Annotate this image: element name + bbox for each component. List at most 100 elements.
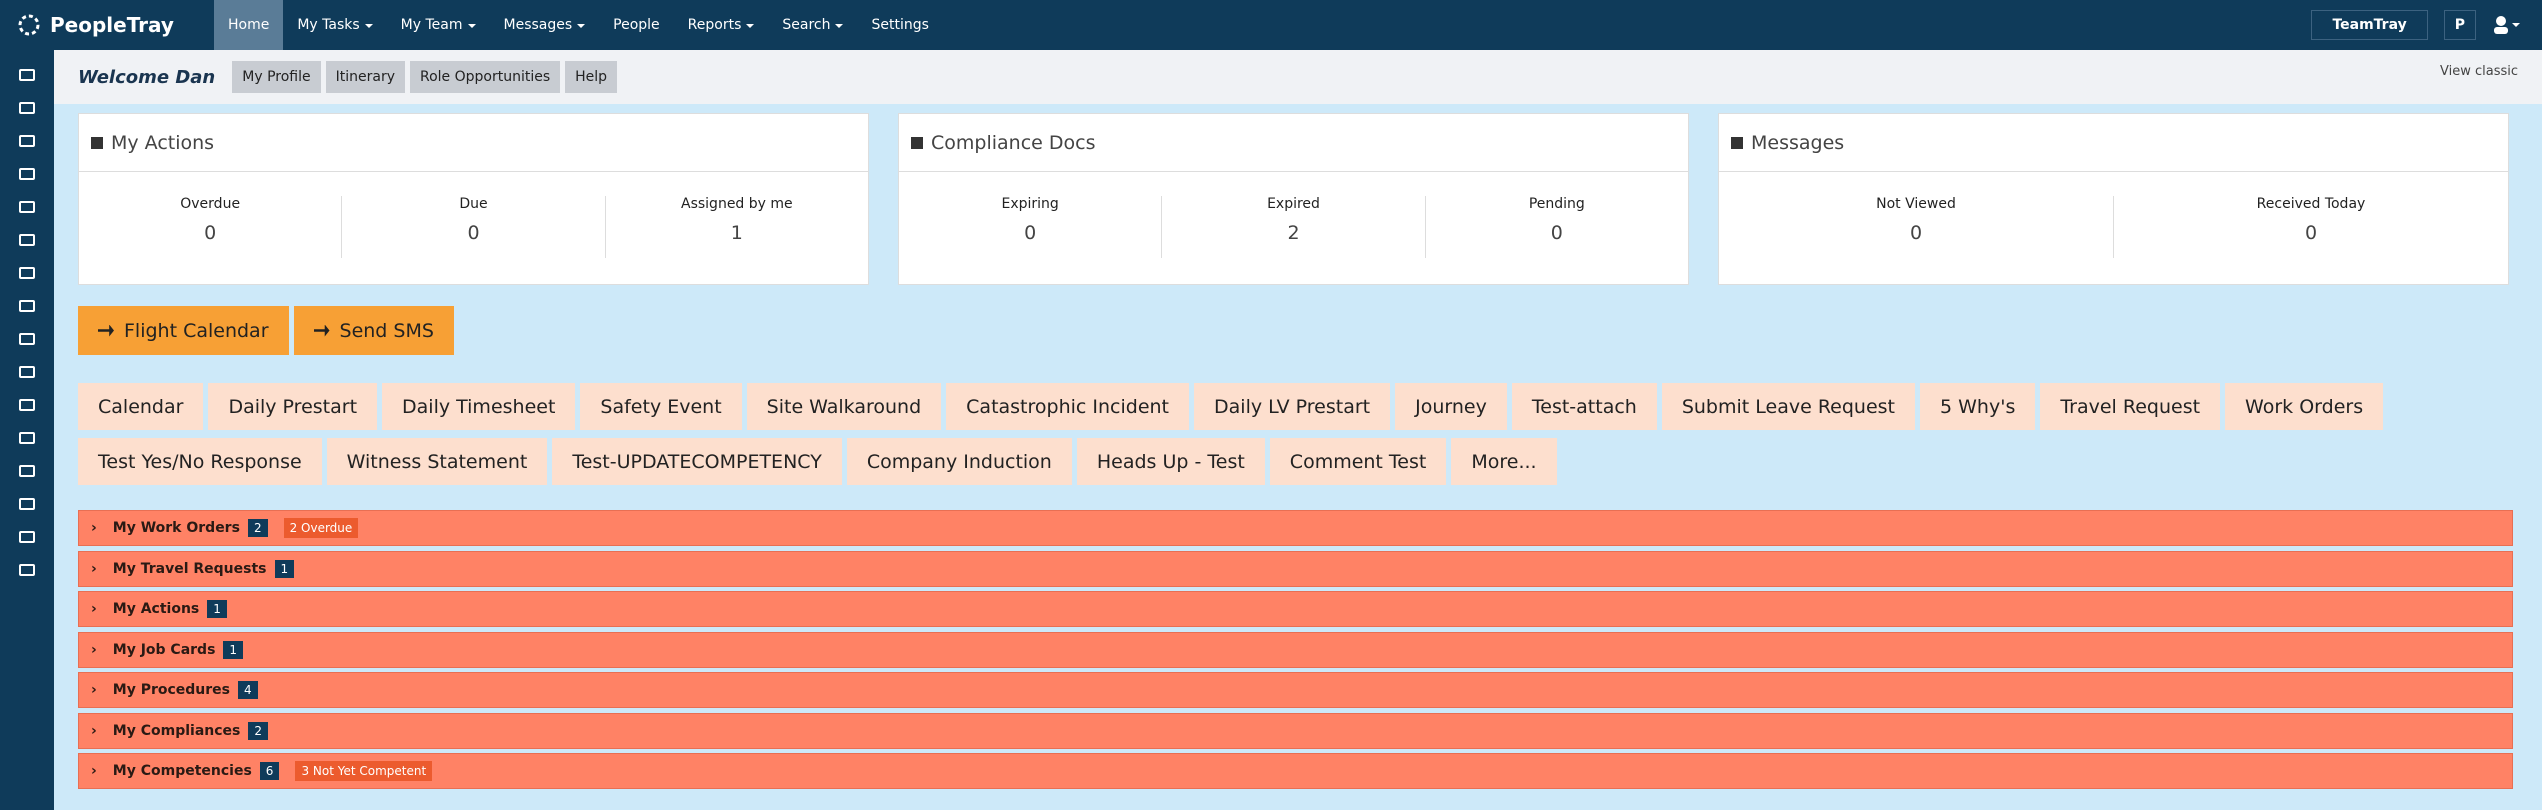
quick-link[interactable]: Catastrophic Incident (946, 383, 1190, 430)
sidebar-icon[interactable] (19, 531, 35, 543)
quick-link[interactable]: 5 Why's (1920, 383, 2036, 430)
stat[interactable]: Assigned by me 1 (604, 196, 868, 258)
profile-button[interactable]: My Profile (232, 61, 321, 93)
quick-link[interactable]: Comment Test (1269, 438, 1447, 485)
sidebar-icon[interactable] (19, 135, 35, 147)
nav-item[interactable]: Reports (674, 0, 769, 50)
section-title: My Competencies (112, 763, 252, 779)
stat-label: Pending (1528, 196, 1585, 212)
section-row[interactable]: My Actions 1 (78, 591, 2513, 627)
sections: My Work Orders 2 2 Overdue My Travel Reques… (78, 510, 2513, 789)
section-row[interactable]: My Procedures 4 (78, 672, 2513, 708)
team-button[interactable]: TeamTray (2311, 10, 2428, 40)
section-badge: 2 Overdue (283, 518, 359, 538)
sidebar-icon[interactable] (19, 366, 35, 378)
sidebar-icon[interactable] (19, 168, 35, 180)
quick-link[interactable]: Work Orders (2225, 383, 2384, 430)
sidebar-icon[interactable] (19, 267, 35, 279)
stat[interactable]: Expiring 0 (899, 196, 1161, 258)
stat-value: 2 (1287, 222, 1300, 244)
sidebar-icon[interactable] (19, 201, 35, 213)
stat[interactable]: Overdue 0 (79, 196, 341, 258)
stat[interactable]: Due 0 (341, 196, 604, 258)
panel-stats: Overdue 0 Due 0 Assigned by me 1 (79, 172, 868, 258)
user-initial[interactable]: P (2443, 10, 2476, 40)
sidebar-icon[interactable] (19, 234, 35, 246)
sidebar-icon[interactable] (19, 465, 35, 477)
stat[interactable]: Expired 2 (1161, 196, 1424, 258)
sidebar-icon[interactable] (19, 102, 35, 114)
action-button[interactable]: Flight Calendar (78, 306, 289, 355)
quick-link[interactable]: Witness Statement (326, 438, 548, 485)
stat-value: 0 (1024, 222, 1037, 244)
nav-item[interactable]: Search (768, 0, 857, 50)
quick-link[interactable]: More... (1451, 438, 1557, 485)
section-row[interactable]: My Competencies 6 3 Not Yet Competent (78, 753, 2513, 789)
profile-button[interactable]: Role Opportunities (409, 61, 561, 93)
sidebar (0, 50, 54, 810)
quick-link[interactable]: Safety Event (580, 383, 742, 430)
section-title: My Travel Requests (112, 560, 267, 577)
stat-value: 0 (204, 222, 217, 244)
action-button[interactable]: Send SMS (293, 306, 454, 355)
quick-link[interactable]: Test-UPDATECOMPETENCY (552, 438, 842, 485)
panel: Messages Not Viewed 0 Received Today 0 (1718, 113, 2509, 285)
section-count: 6 (259, 762, 280, 780)
panel-title: Compliance Docs (899, 114, 1688, 172)
quick-link[interactable]: Test Yes/No Response (78, 438, 322, 485)
profile-button[interactable]: Itinerary (325, 61, 405, 93)
section-count: 1 (223, 640, 244, 659)
view-classic[interactable]: View classic (2439, 64, 2518, 79)
sidebar-icon[interactable] (19, 399, 35, 411)
nav-item[interactable]: My Team (387, 0, 490, 50)
section-row[interactable]: My Compliances 2 (78, 712, 2513, 749)
sidebar-icon[interactable] (19, 432, 35, 444)
brand[interactable]: PeopleTray (0, 12, 214, 38)
section-count: 2 (247, 519, 268, 537)
stat-label: Not Viewed (1876, 196, 1956, 212)
stat-value: 0 (1550, 222, 1563, 244)
section-title: My Work Orders (112, 520, 240, 536)
nav-item[interactable]: People (613, 17, 660, 33)
section-row[interactable]: My Work Orders 2 2 Overdue (78, 510, 2513, 546)
quick-link[interactable]: Submit Leave Request (1661, 383, 1916, 430)
quick-link[interactable]: Calendar (78, 383, 204, 430)
stat[interactable]: Pending 0 (1424, 196, 1688, 258)
section-badge: 3 Not Yet Competent (295, 761, 433, 781)
quick-link[interactable]: Travel Request (2040, 383, 2221, 430)
sidebar-icon[interactable] (19, 69, 35, 81)
profile-button[interactable]: Help (565, 61, 618, 93)
nav-item[interactable]: My Tasks (283, 0, 386, 50)
stat-label: Due (459, 196, 488, 212)
quick-link[interactable]: Heads Up - Test (1076, 438, 1265, 485)
panel: My Actions Overdue 0 Due 0 Assigned by me 1 (78, 113, 869, 285)
nav: Home My Tasks My Team Messages People Reports… (214, 0, 943, 50)
section-row[interactable]: My Job Cards 1 (78, 631, 2513, 668)
quick-link[interactable]: Company Induction (846, 438, 1072, 485)
stat-value: 0 (467, 222, 480, 244)
stat[interactable]: Received Today 0 (2113, 196, 2508, 258)
quick-link[interactable]: Daily Timesheet (382, 383, 576, 430)
sidebar-icon[interactable] (19, 498, 35, 510)
quick-link[interactable]: Journey (1395, 383, 1507, 430)
quick-link[interactable]: Test-attach (1511, 383, 1657, 430)
action-buttons: Flight Calendar Send SMS (78, 306, 2513, 355)
quick-link[interactable]: Daily LV Prestart (1194, 383, 1391, 430)
sidebar-icon[interactable] (19, 564, 35, 576)
section-row[interactable]: My Travel Requests 1 (78, 550, 2513, 587)
panel-stats: Not Viewed 0 Received Today 0 (1719, 172, 2508, 258)
panel-stats: Expiring 0 Expired 2 Pending 0 (899, 172, 1688, 258)
sidebar-icon[interactable] (19, 333, 35, 345)
quick-link[interactable]: Daily Prestart (208, 383, 378, 430)
top-right: TeamTray P (2311, 10, 2542, 40)
stat-label: Assigned by me (681, 196, 793, 212)
user-menu[interactable] (2492, 15, 2522, 35)
nav-item[interactable]: Settings (871, 17, 929, 33)
quick-link[interactable]: Site Walkaround (746, 383, 942, 430)
stat[interactable]: Not Viewed 0 (1719, 196, 2113, 258)
nav-item[interactable]: Home (214, 0, 284, 50)
stat-label: Overdue (180, 196, 241, 212)
sidebar-icon[interactable] (19, 300, 35, 312)
nav-item[interactable]: Messages (490, 0, 600, 50)
